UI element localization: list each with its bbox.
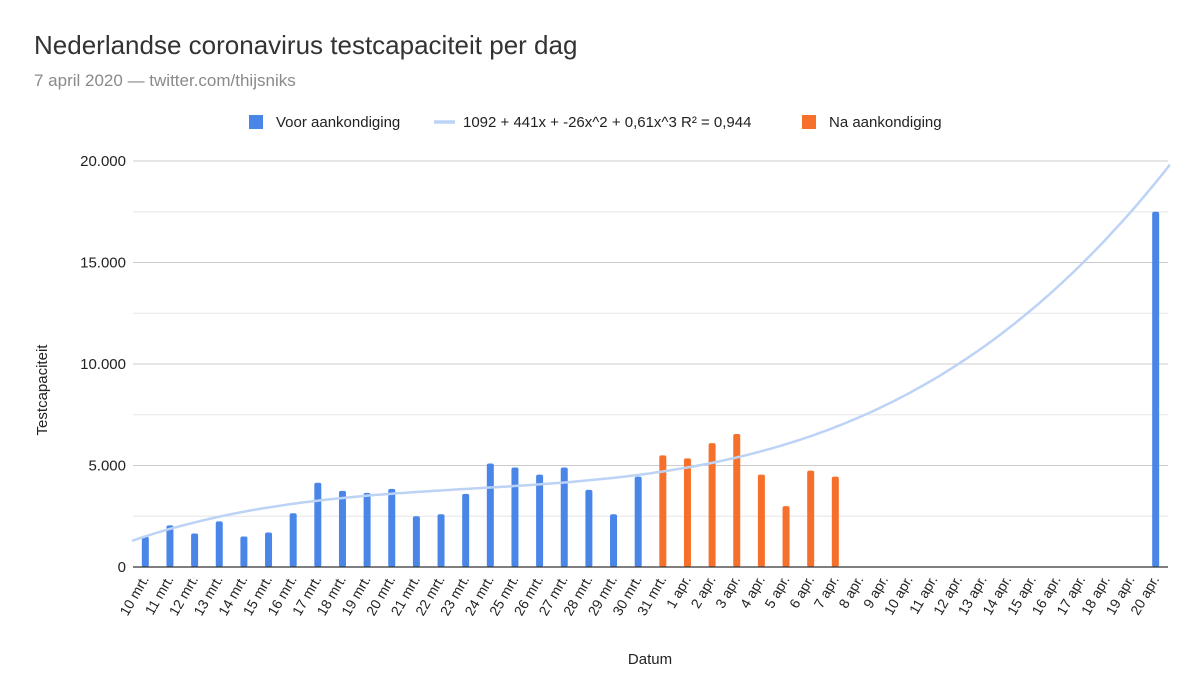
bar [141, 536, 149, 567]
legend-label-trend: 1092 + 441x + -26x^2 + 0,61x^3 R² = 0,94… [463, 114, 751, 131]
bar [412, 516, 420, 567]
bar [683, 458, 691, 567]
bar [166, 525, 174, 567]
bar [511, 467, 519, 567]
bar [462, 493, 470, 567]
bar [1152, 211, 1160, 567]
bar [191, 533, 199, 567]
bar [585, 489, 593, 567]
x-axis-title: Datum [628, 651, 672, 668]
bar [215, 521, 223, 567]
bar [634, 476, 642, 567]
y-tick-label: 0 [118, 559, 126, 576]
bar [807, 470, 815, 567]
trendline [131, 164, 1171, 542]
y-tick-label: 10.000 [80, 356, 126, 373]
bar [757, 474, 765, 567]
bar [486, 463, 494, 567]
y-tick-label: 20.000 [80, 153, 126, 170]
chart-title: Nederlandse coronavirus testcapaciteit p… [34, 30, 578, 60]
bar [388, 488, 396, 567]
bar [265, 532, 273, 567]
legend-label-voor: Voor aankondiging [276, 114, 400, 131]
bar [708, 443, 716, 567]
bar [363, 492, 371, 567]
bar [782, 506, 790, 567]
y-tick-label: 5.000 [88, 458, 126, 475]
y-tick-label: 15.000 [80, 255, 126, 272]
bar [338, 490, 346, 567]
legend-swatch-na [802, 115, 816, 129]
trendline-curve [131, 164, 1171, 542]
y-axis-title: Testcapaciteit [34, 344, 51, 436]
bars [141, 211, 1160, 567]
bar [831, 476, 839, 567]
bar [289, 513, 297, 567]
bar [733, 434, 741, 567]
legend: Voor aankondiging 1092 + 441x + -26x^2 +… [249, 114, 942, 131]
bar [560, 467, 568, 567]
legend-swatch-voor [249, 115, 263, 129]
bar [240, 536, 248, 567]
bar [536, 474, 544, 567]
bar [659, 455, 667, 567]
gridlines [133, 160, 1168, 517]
chart-subtitle: 7 april 2020 — twitter.com/thijsniks [34, 71, 296, 90]
bar [610, 514, 618, 567]
bar [314, 482, 322, 567]
bar [437, 514, 445, 567]
legend-label-na: Na aankondiging [829, 114, 942, 131]
